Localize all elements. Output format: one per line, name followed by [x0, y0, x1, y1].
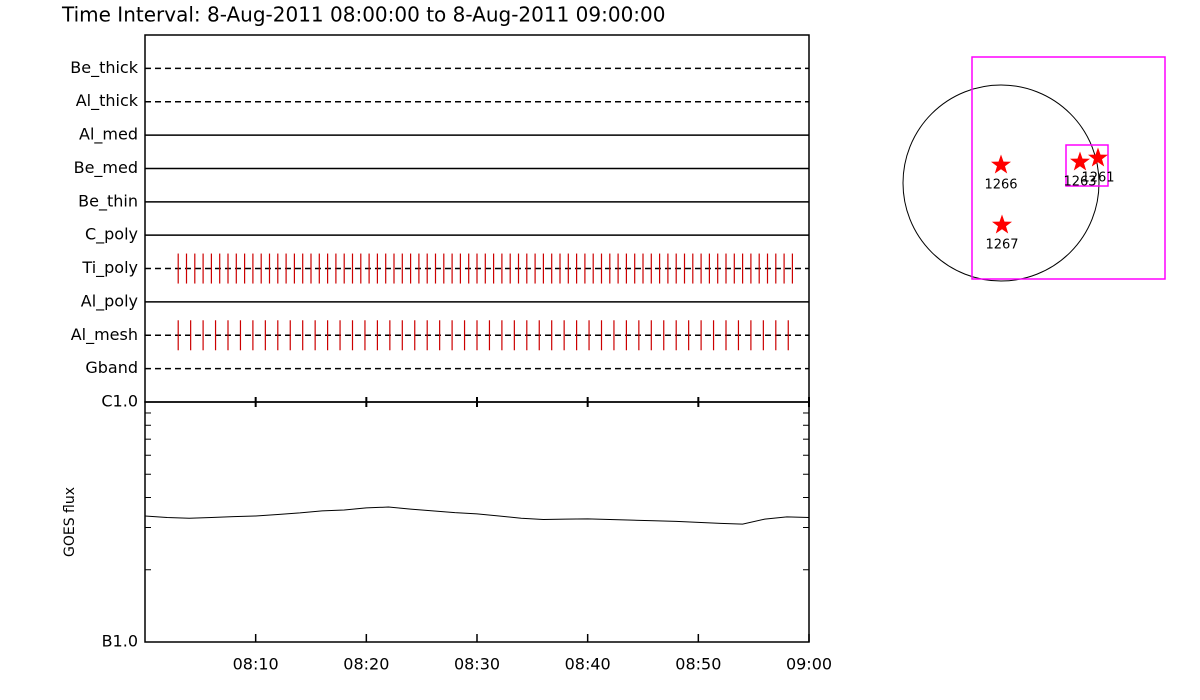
region-label: 1267: [985, 238, 1018, 253]
solar-disk: [902, 84, 1100, 282]
filter-label: Al_med: [79, 125, 138, 145]
fov-box: [971, 56, 1166, 280]
y-axis-label: GOES flux: [62, 487, 78, 557]
x-tick-label: 08:50: [675, 655, 721, 674]
plot-frame: [144, 401, 810, 643]
chart-title: Time Interval: 8-Aug-2011 08:00:00 to 8-…: [61, 3, 666, 27]
region-star: [1088, 147, 1108, 167]
filter-label: Al_thick: [76, 91, 139, 111]
region-label: 1261: [1081, 171, 1114, 186]
y-tick-label: C1.0: [101, 392, 138, 411]
x-tick-label: 08:10: [233, 655, 279, 674]
filter-label: Be_thick: [70, 58, 138, 78]
x-tick-label: 08:40: [565, 655, 611, 674]
filter-label: Al_mesh: [71, 325, 138, 345]
x-tick-label: 09:00: [786, 655, 832, 674]
filter-label: Be_med: [74, 158, 138, 178]
filter-label: Ti_poly: [81, 258, 138, 278]
x-tick-label: 08:30: [454, 655, 500, 674]
region-star: [991, 154, 1011, 174]
region-star: [992, 214, 1012, 234]
y-tick-label: B1.0: [102, 632, 138, 651]
filter-label: Al_poly: [81, 291, 138, 311]
region-label: 1266: [984, 178, 1017, 193]
fov-box: [1065, 144, 1109, 187]
goes-line: [144, 506, 810, 525]
filter-label: C_poly: [85, 225, 138, 245]
filter-label: Be_thin: [78, 191, 138, 211]
region-star: [1070, 151, 1090, 171]
filter-label: Gband: [85, 358, 138, 377]
region-label: 1263: [1063, 175, 1096, 190]
x-tick-label: 08:20: [343, 655, 389, 674]
